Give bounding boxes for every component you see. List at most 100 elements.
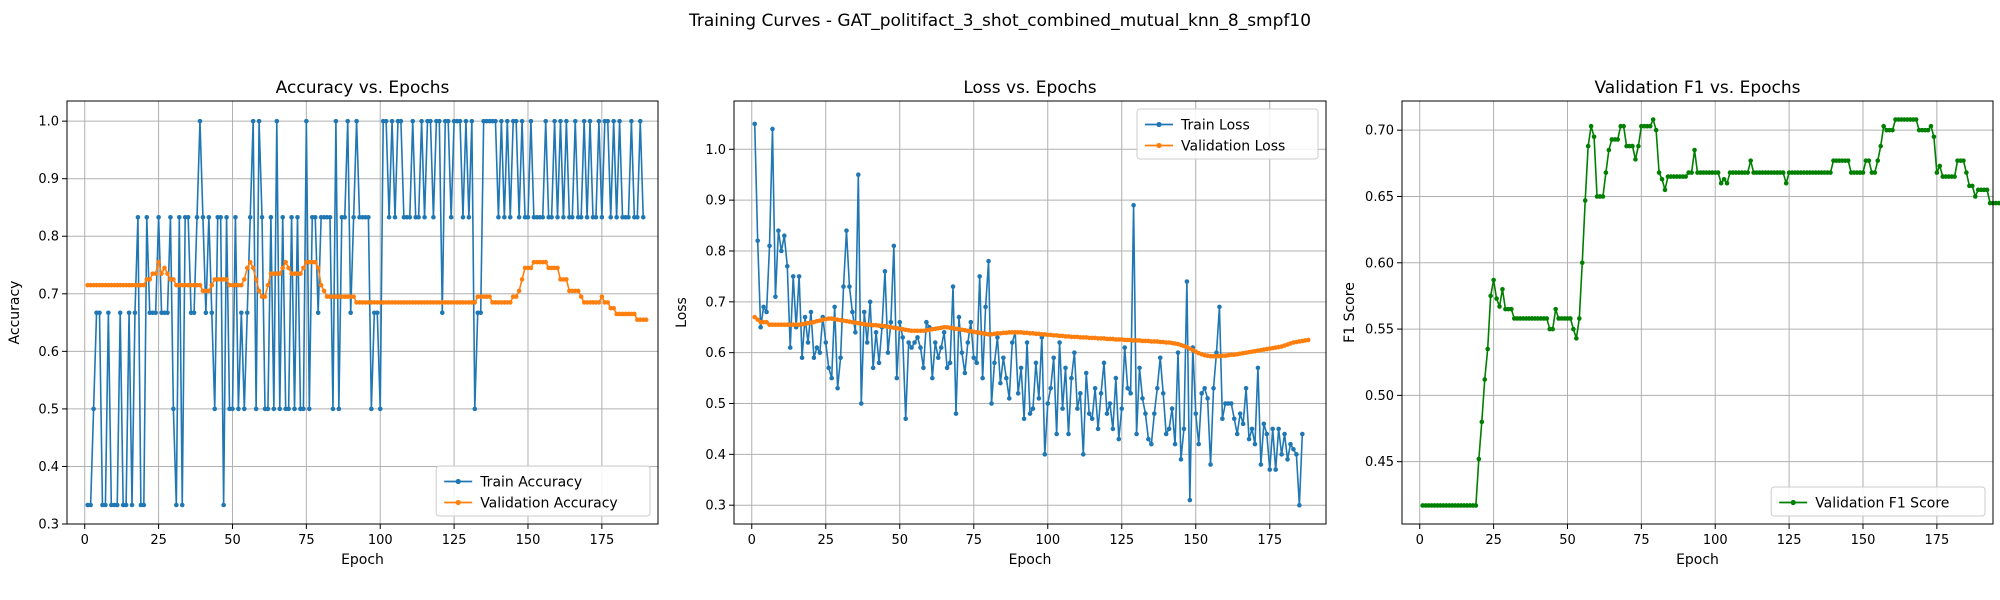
chart-1-series-train-accuracy-point <box>513 118 519 124</box>
chart-1-series-train-accuracy-point <box>398 118 404 124</box>
chart-1-series-validation-accuracy-point <box>528 265 534 271</box>
chart-2-series-train-loss-point <box>882 269 888 274</box>
chart-1-series-train-accuracy-point <box>126 310 132 316</box>
chart-2-series-train-loss-point <box>1001 355 1006 361</box>
chart-2-series-train-loss-point <box>1027 411 1033 416</box>
chart-1-y-tick-label: 0.5 <box>38 402 59 417</box>
chart-2-series-train-loss-point <box>1300 431 1305 437</box>
chart-2-series-train-loss-point <box>1033 360 1039 366</box>
chart-2-series-train-loss-point <box>894 375 900 381</box>
chart-3-series-validation-f1-score-point <box>1630 143 1635 149</box>
chart-2-x-tick-label: 150 <box>1183 533 1208 548</box>
chart-3-series-validation-f1-score-point <box>1875 158 1881 163</box>
chart-3-series-validation-f1-score-point <box>1996 200 2000 206</box>
chart-3-series-validation-f1-score-point <box>1488 293 1493 299</box>
chart-3-y-tick-label: 0.70 <box>1365 124 1394 139</box>
chart-1-y-tick-label: 0.7 <box>38 287 59 302</box>
chart-1-series-train-accuracy-point <box>419 118 424 124</box>
chart-1-series-train-accuracy-point <box>505 118 510 124</box>
chart-3-x-tick-label: 0 <box>1416 533 1424 548</box>
chart-1-legend-label: Train Accuracy <box>479 475 582 491</box>
chart-3-series-validation-f1-score-point <box>1647 123 1653 129</box>
chart-1-series-train-accuracy-point <box>564 118 569 124</box>
chart-1-series-validation-accuracy-point <box>209 282 215 288</box>
chart-3-series-validation-f1-score-point <box>1479 419 1485 425</box>
chart-2-series-train-loss-point <box>1149 441 1154 447</box>
chart-1-series-train-accuracy-point <box>191 310 197 316</box>
chart-2-series-train-loss-point <box>962 370 968 376</box>
chart-1-series-validation-accuracy-point <box>564 277 569 282</box>
chart-1-series-validation-accuracy-point <box>239 282 244 288</box>
chart-2-series-train-loss-point <box>1211 385 1216 391</box>
chart-2-series-train-loss-point <box>1258 462 1264 467</box>
chart-2-series-train-loss-point <box>767 243 772 249</box>
chart-1-series-validation-accuracy-point <box>543 259 549 265</box>
chart-3-series-validation-f1-score-point <box>1656 170 1662 175</box>
chart-2-x-tick-label: 175 <box>1257 533 1282 548</box>
chart-2-series-train-loss-point <box>1291 446 1296 452</box>
chart-2-series-train-loss-point <box>1030 406 1036 411</box>
chart-3-series-validation-f1-score-point <box>1878 143 1884 149</box>
chart-2-series-train-loss-point <box>1208 462 1213 467</box>
chart-1-y-axis-label: Accuracy <box>7 281 23 345</box>
chart-2-series-train-loss-point <box>844 228 849 233</box>
chart-3-x-tick-label: 25 <box>1485 533 1502 548</box>
chart-2-series-train-loss-point <box>915 335 920 340</box>
chart-3-series-validation-f1-score-point <box>1588 123 1594 129</box>
chart-2-series-train-loss-point <box>867 299 873 305</box>
chart-2-series-train-loss-point <box>1137 365 1142 371</box>
chart-1-series-train-accuracy-point <box>165 310 170 316</box>
chart-3-series-validation-f1-score-point <box>1473 503 1479 508</box>
chart-1-series-train-accuracy-point <box>117 310 123 316</box>
chart-2-series-train-loss-point <box>965 340 971 345</box>
chart-2-y-tick-label: 0.4 <box>705 448 726 463</box>
chart-1-series-train-accuracy-point <box>242 406 247 412</box>
chart-2-series-train-loss-point <box>758 324 763 330</box>
chart-1-series-validation-accuracy-point <box>351 294 356 299</box>
chart-2-series-train-loss-point <box>858 401 864 406</box>
chart-1-series-train-accuracy-point <box>581 118 587 124</box>
chart-2-series-train-loss-point <box>787 345 793 350</box>
chart-2-legend: Train Loss Validation Loss <box>1136 108 1319 160</box>
chart-1-series-train-accuracy-point <box>460 214 466 220</box>
chart-3-y-tick-label: 0.65 <box>1365 190 1394 205</box>
chart-2-series-train-loss-point <box>897 319 903 325</box>
chart-1-series-train-accuracy-point <box>168 214 173 220</box>
chart-2-series-train-loss-point <box>817 350 823 355</box>
chart-3-series-validation-f1-score-point <box>1828 170 1833 175</box>
chart-2-legend-swatch-marker <box>1156 142 1162 149</box>
chart-2-series-train-loss-point <box>1092 385 1098 391</box>
chart-2-legend-label: Validation Loss <box>1181 139 1285 155</box>
chart-2-series-train-loss-point <box>1066 431 1071 437</box>
chart-1-series-train-accuracy-point <box>605 118 611 124</box>
chart-1-series-validation-accuracy-point <box>555 265 560 271</box>
chart-2-series-train-loss-point <box>861 309 867 315</box>
chart-1-title: Accuracy vs. Epochs <box>276 78 450 98</box>
chart-1-series-train-accuracy-point <box>106 310 111 316</box>
chart-1-series-train-accuracy-point <box>570 214 575 220</box>
chart-1-series-validation-accuracy-point <box>599 294 605 299</box>
chart-1-series-train-accuracy-point <box>286 406 291 412</box>
chart-2-series-train-loss-point <box>891 243 897 249</box>
chart-1-series-validation-accuracy-point <box>242 277 247 282</box>
chart-2-series-train-loss-point <box>983 304 988 310</box>
chart-2-series-train-loss-point <box>761 304 766 310</box>
chart-1-series-train-accuracy-point <box>611 118 616 124</box>
chart-1-series-train-accuracy-point <box>478 310 484 316</box>
chart-2-y-tick-label: 0.9 <box>705 194 726 209</box>
chart-2-x-tick-label: 100 <box>1035 533 1060 548</box>
chart-2-series-train-loss-point <box>1163 431 1169 437</box>
chart-2-series-train-loss-point <box>876 360 882 366</box>
chart-1-series-validation-accuracy-point <box>301 265 306 271</box>
chart-1-series-validation-accuracy-point <box>162 265 167 271</box>
chart-2-series-train-loss-point <box>1095 426 1101 432</box>
chart-1-series-train-accuracy-point <box>221 502 226 508</box>
chart-2-series-train-loss-point <box>864 340 870 345</box>
chart-1-series-train-accuracy-point <box>268 214 274 220</box>
chart-1-series-train-accuracy-point <box>327 214 333 220</box>
chart-3-series-validation-f1-score-point <box>1553 306 1558 312</box>
chart-1-series-validation-accuracy-point <box>283 259 288 265</box>
chart-2-series-train-loss-point <box>1205 396 1210 401</box>
chart-3-x-tick-label: 75 <box>1633 533 1650 548</box>
chart-2-series-train-loss-point <box>752 121 758 127</box>
